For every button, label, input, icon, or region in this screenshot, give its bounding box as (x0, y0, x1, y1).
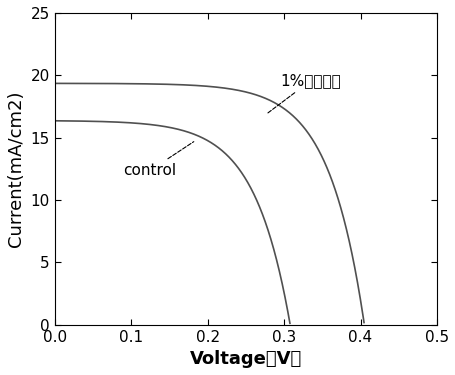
Y-axis label: Current(mA/cm2): Current(mA/cm2) (7, 90, 25, 247)
Text: control: control (123, 142, 193, 178)
Text: 1%三聚汰胺: 1%三聚汰胺 (267, 73, 340, 114)
X-axis label: Voltage（V）: Voltage（V） (189, 350, 301, 368)
